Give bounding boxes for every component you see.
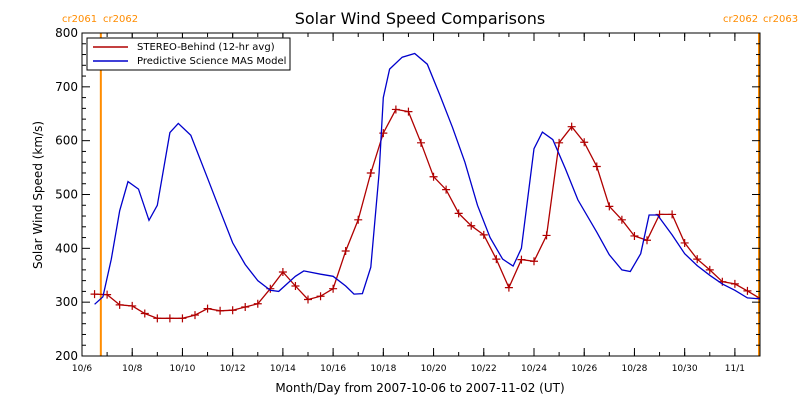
y-tick-label: 700 <box>55 80 78 94</box>
data-point <box>253 299 262 308</box>
data-point <box>404 107 413 116</box>
data-point <box>115 300 124 309</box>
x-tick-label: 10/6 <box>72 364 92 374</box>
plot-underlay <box>99 33 760 356</box>
x-tick-label: 10/22 <box>471 364 497 374</box>
rotation-label-left-b: cr2062 <box>103 14 138 25</box>
data-point <box>492 255 501 264</box>
legend: STEREO-Behind (12-hr avg) Predictive Sci… <box>86 37 291 71</box>
data-point <box>178 314 187 323</box>
data-point <box>241 303 250 312</box>
data-point <box>705 265 714 274</box>
data-point <box>769 301 777 309</box>
x-tick-label: 10/12 <box>220 364 246 374</box>
data-point <box>366 168 375 177</box>
y-tick-label: 800 <box>55 26 78 40</box>
legend-box <box>86 37 291 71</box>
data-point <box>605 202 614 211</box>
x-axis: 10/6 10/8 10/10 10/12 10/14 10/16 10/18 10/20 10… <box>72 33 761 374</box>
data-point <box>103 290 112 299</box>
data-point <box>555 138 564 147</box>
y-tick-label: 200 <box>55 349 78 363</box>
data-point <box>140 309 149 318</box>
x-tick-label: 10/28 <box>621 364 647 374</box>
legend-label-mas: Predictive Science MAS Model <box>137 56 286 67</box>
x-tick-label: 11/1 <box>725 364 745 374</box>
x-tick-label: 10/18 <box>370 364 396 374</box>
x-tick-label: 10/30 <box>672 364 698 374</box>
x-tick-label: 10/14 <box>270 364 296 374</box>
x-tick-label: 10/24 <box>521 364 547 374</box>
data-point <box>329 284 338 293</box>
x-tick-label: 10/10 <box>169 364 195 374</box>
legend-label-stereo: STEREO-Behind (12-hr avg) <box>137 42 275 53</box>
data-point <box>668 210 677 219</box>
data-point <box>442 185 451 194</box>
data-point <box>191 311 199 320</box>
rotation-label-right-a: cr2062 <box>723 14 758 25</box>
data-point <box>304 295 312 304</box>
data-point <box>316 292 325 301</box>
data-point <box>617 215 626 224</box>
data-point <box>730 279 739 288</box>
data-point <box>153 314 162 323</box>
data-point <box>517 255 526 264</box>
data-point <box>567 122 576 131</box>
data-point <box>203 304 212 313</box>
rotation-label-right: cr2062 cr2063 <box>723 14 798 25</box>
data-point <box>680 238 689 247</box>
data-point <box>165 314 174 323</box>
data-point <box>467 221 476 230</box>
data-point <box>630 231 639 240</box>
data-point <box>228 306 237 315</box>
x-tick-label: 10/16 <box>320 364 346 374</box>
data-point <box>391 105 400 114</box>
data-point <box>354 215 363 224</box>
data-point <box>504 283 513 292</box>
data-point <box>341 247 350 256</box>
chart-title: Solar Wind Speed Comparisons <box>295 9 546 28</box>
plot-frame <box>81 32 761 357</box>
x-axis-label: Month/Day from 2007-10-06 to 2007-11-02 … <box>275 381 564 395</box>
data-point <box>429 172 438 181</box>
y-tick-label: 300 <box>55 295 78 309</box>
data-point <box>90 290 99 299</box>
data-point <box>693 255 702 264</box>
y-tick-label: 500 <box>55 188 78 202</box>
y-axis: 200 300 400 500 600 700 800 <box>55 26 760 363</box>
rotation-label-right-b: cr2063 <box>763 14 798 25</box>
y-tick-label: 600 <box>55 134 78 148</box>
y-tick-label: 400 <box>55 241 78 255</box>
series-0 <box>90 105 777 323</box>
data-point <box>278 268 287 277</box>
data-point <box>379 129 388 138</box>
data-point <box>128 301 137 310</box>
data-point <box>743 286 752 295</box>
series-line-1 <box>94 52 760 305</box>
series-layer <box>90 52 777 323</box>
x-tick-label: 10/20 <box>421 364 447 374</box>
data-point <box>580 138 589 147</box>
data-point <box>291 282 300 291</box>
data-point <box>592 162 601 171</box>
data-point <box>530 257 538 266</box>
x-tick-label: 10/26 <box>571 364 597 374</box>
x-tick-label: 10/8 <box>122 364 142 374</box>
data-point <box>454 209 463 218</box>
data-point <box>643 236 651 245</box>
data-point <box>216 306 225 315</box>
data-point <box>417 138 425 147</box>
rotation-label-left: cr2061 cr2062 <box>62 14 138 25</box>
y-axis-label: Solar Wind Speed (km/s) <box>31 121 45 269</box>
series-1 <box>94 52 760 305</box>
rotation-label-left-a: cr2061 <box>62 14 97 25</box>
data-point <box>479 230 488 239</box>
data-point <box>542 231 551 240</box>
